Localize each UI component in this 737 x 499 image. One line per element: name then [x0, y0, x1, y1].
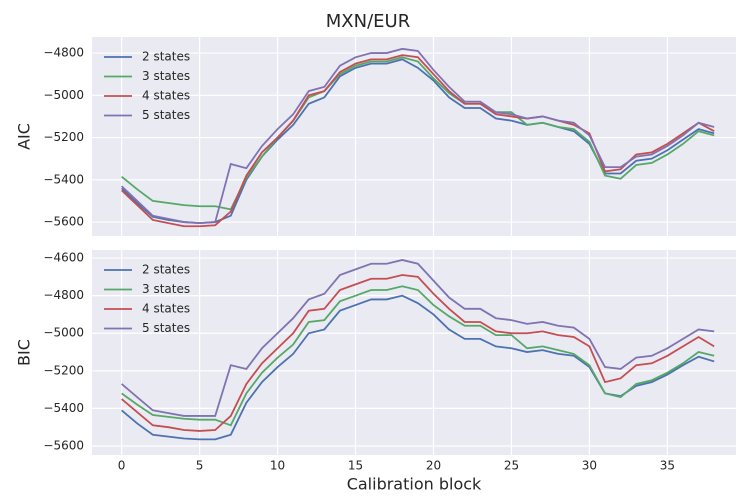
series-line	[121, 56, 715, 211]
x-tick-label: 15	[348, 459, 363, 473]
y-tick-label: −4800	[43, 288, 84, 302]
x-axis-label: Calibration block	[347, 475, 482, 494]
y-tick-label: −5200	[43, 363, 84, 377]
legend-label: 2 states	[142, 263, 190, 277]
y-axis-label: AIC	[15, 123, 34, 150]
plot-background	[92, 250, 736, 455]
legend-label: 4 states	[142, 89, 190, 103]
x-tick-label: 25	[504, 459, 519, 473]
x-tick-label: 5	[196, 459, 204, 473]
legend-label: 4 states	[142, 302, 190, 316]
y-tick-label: −5600	[43, 215, 84, 229]
y-tick-label: −5000	[43, 88, 84, 102]
legend-label: 3 states	[142, 69, 190, 83]
series-line	[121, 47, 715, 225]
legend-label: 3 states	[142, 282, 190, 296]
legend-label: 5 states	[142, 108, 190, 122]
y-tick-label: −5400	[43, 172, 84, 186]
y-tick-label: −4600	[43, 251, 84, 265]
x-tick-label: 0	[118, 459, 126, 473]
y-tick-label: −4800	[43, 46, 84, 60]
series-line	[121, 285, 715, 427]
legend-label: 2 states	[142, 50, 190, 64]
x-tick-label: 30	[582, 459, 597, 473]
series-line	[121, 54, 715, 228]
y-tick-label: −5200	[43, 130, 84, 144]
x-tick-label: 35	[660, 459, 675, 473]
legend-label: 5 states	[142, 321, 190, 335]
x-tick-label: 20	[426, 459, 441, 473]
y-tick-label: −5000	[43, 326, 84, 340]
figure-title: MXN/EUR	[326, 11, 410, 32]
y-tick-label: −5400	[43, 401, 84, 415]
y-tick-label: −5600	[43, 438, 84, 452]
y-axis-label: BIC	[15, 339, 34, 366]
x-tick-label: 10	[270, 459, 285, 473]
series-line	[121, 259, 715, 417]
series-line	[121, 274, 715, 432]
